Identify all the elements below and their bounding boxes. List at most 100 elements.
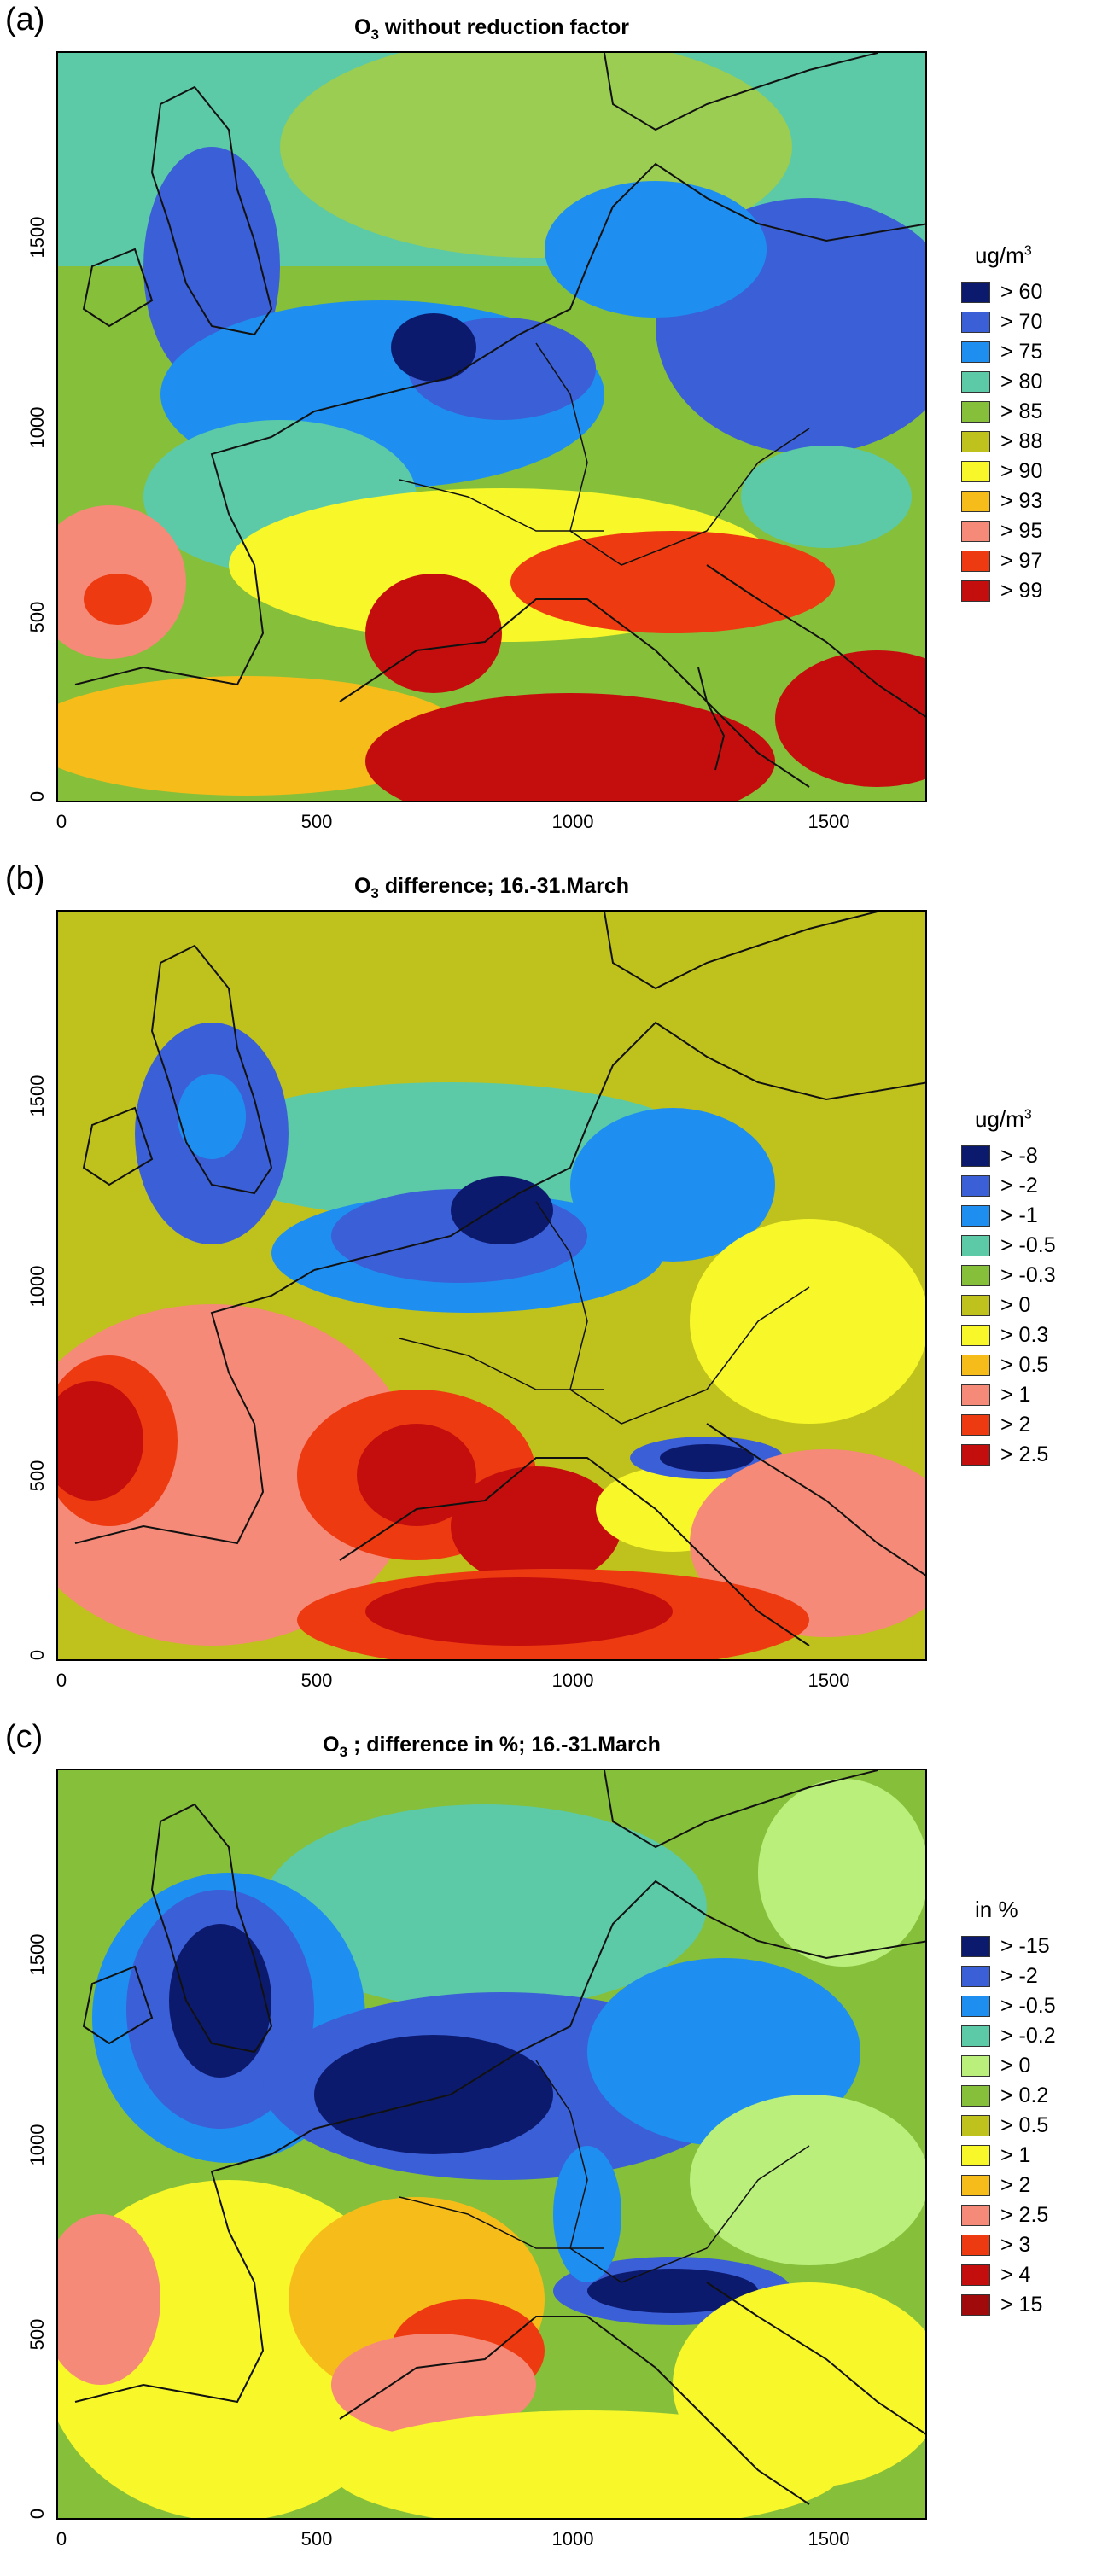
- legend-item: > -8: [961, 1141, 1056, 1171]
- legend-item: > 99: [961, 576, 1042, 606]
- coastline: [706, 564, 925, 718]
- border: [535, 1201, 810, 1425]
- coastline: [82, 1965, 154, 2045]
- map-region: [58, 676, 468, 796]
- legend-label: > -0.2: [1000, 2024, 1056, 2048]
- legend-label: > -0.5: [1000, 1994, 1056, 2018]
- legend-item: > -0.5: [961, 1991, 1056, 2021]
- panel-title: O3 ; difference in %; 16.-31.March: [323, 1733, 661, 1760]
- map-region: [758, 1779, 925, 1967]
- x-tick-label: 500: [300, 1670, 333, 1691]
- legend-swatch: [961, 1325, 990, 1346]
- coastline: [82, 1106, 154, 1186]
- legend-item: > 0.3: [961, 1320, 1056, 1350]
- legend-swatch: [961, 1175, 990, 1197]
- legend-swatch: [961, 1265, 990, 1286]
- legend-label: > 0: [1000, 2054, 1031, 2078]
- border: [535, 2060, 810, 2283]
- legend-swatch: [961, 1295, 990, 1316]
- legend-swatch: [961, 1145, 990, 1167]
- legend-item: > 2.5: [961, 2200, 1056, 2230]
- legend-item: > 90: [961, 457, 1042, 487]
- legend-label: > -0.5: [1000, 1233, 1056, 1257]
- map-region: [545, 181, 767, 318]
- map-region: [357, 1424, 476, 1526]
- coastline: [150, 944, 273, 1195]
- map-region: [365, 574, 502, 693]
- map-region: [451, 1466, 621, 1586]
- legend-item: > 1: [961, 1380, 1056, 1410]
- coastline: [313, 1880, 925, 2130]
- map-region: [331, 2410, 843, 2518]
- coastline: [604, 53, 878, 131]
- x-tick-label: 0: [55, 811, 67, 832]
- map-frame: [56, 51, 927, 802]
- x-tick-label: 1500: [808, 2528, 850, 2550]
- legend-item: > -15: [961, 1932, 1056, 1961]
- legend-label: > 2: [1000, 2173, 1031, 2197]
- coastline: [604, 1770, 878, 1849]
- concentration-map: [58, 1770, 925, 2518]
- legend-item: > 0.5: [961, 1350, 1056, 1380]
- x-tick-label: 500: [300, 811, 333, 832]
- legend-swatch: [961, 580, 990, 602]
- coastline: [706, 2282, 925, 2435]
- coastline: [74, 411, 315, 686]
- coastline: [706, 1423, 925, 1576]
- legend-unit: in %: [975, 1897, 1018, 1922]
- x-tick-label: 1500: [808, 1670, 850, 1691]
- panel-title: O3 without reduction factor: [354, 15, 629, 43]
- legend-unit: ug/m3: [975, 242, 1032, 268]
- legend-item: > 0: [961, 1291, 1056, 1320]
- panel-letter: (c): [5, 1719, 44, 1755]
- legend-swatch: [961, 491, 990, 512]
- legend-swatch: [961, 2235, 990, 2256]
- coastline: [697, 667, 726, 771]
- legend-swatch: [961, 2115, 990, 2136]
- legend-item: > 70: [961, 307, 1042, 337]
- y-tick-label: 1500: [26, 1075, 48, 1117]
- y-tick-label: 1000: [26, 2124, 48, 2166]
- legend-item: > 4: [961, 2260, 1056, 2290]
- legend-swatch: [961, 312, 990, 333]
- legend-item: > 0.5: [961, 2111, 1056, 2141]
- legend-item: > 95: [961, 516, 1042, 546]
- concentration-map: [58, 912, 925, 1659]
- legend-swatch: [961, 1384, 990, 1406]
- coastline: [313, 1021, 925, 1271]
- legend-label: > 85: [1000, 399, 1043, 423]
- legend-item: > 75: [961, 337, 1042, 367]
- legend-label: > 95: [1000, 519, 1043, 543]
- legend-item: > 2.5: [961, 1440, 1056, 1470]
- legend-swatch: [961, 371, 990, 393]
- panel-c: (c) O3 ; difference in %; 16.-31.March: [0, 1717, 1108, 2576]
- coastline: [604, 912, 878, 990]
- map-region: [660, 1444, 754, 1472]
- legend-label: > 0: [1000, 1293, 1031, 1317]
- coastline: [339, 2316, 810, 2505]
- map-frame: [56, 910, 927, 1661]
- coastline: [82, 248, 154, 328]
- map-region: [58, 2214, 160, 2385]
- legend-swatch: [961, 1235, 990, 1256]
- legend-label: > 2: [1000, 1413, 1031, 1437]
- x-tick-label: 0: [55, 2528, 67, 2550]
- legend-item: > -1: [961, 1201, 1056, 1231]
- legend-item: > -0.2: [961, 2021, 1056, 2051]
- legend-label: > 88: [1000, 429, 1043, 453]
- panel-letter: (a): [5, 2, 45, 38]
- legend-label: > -1: [1000, 1203, 1038, 1227]
- panel-title: O3 difference; 16.-31.March: [353, 874, 630, 901]
- legend-item: > 80: [961, 367, 1042, 397]
- legend-swatch: [961, 1414, 990, 1436]
- map-region: [178, 1074, 246, 1159]
- legend-swatch: [961, 2055, 990, 2077]
- legend-label: > 70: [1000, 310, 1043, 334]
- legend-item: > -0.5: [961, 1231, 1056, 1261]
- legend-label: > 97: [1000, 549, 1043, 573]
- y-tick-label: 1500: [26, 216, 48, 259]
- legend-label: > 80: [1000, 370, 1043, 393]
- coastline: [313, 162, 925, 412]
- legend-label: > -15: [1000, 1934, 1050, 1958]
- panel-letter: (b): [5, 860, 45, 896]
